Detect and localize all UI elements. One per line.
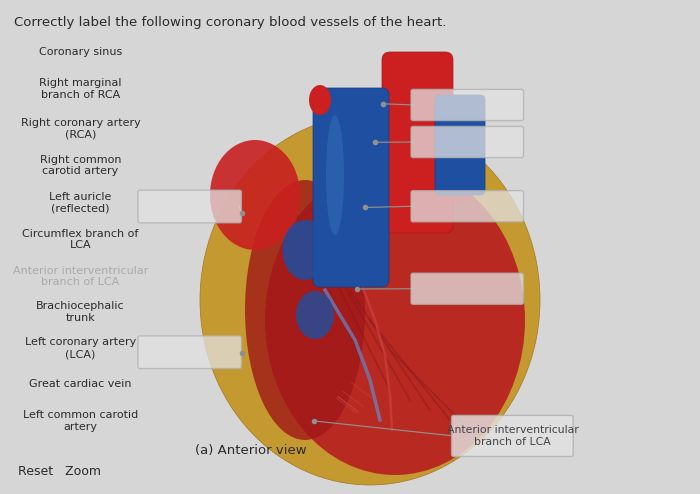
Text: Great cardiac vein: Great cardiac vein xyxy=(29,379,132,389)
Text: Right common
carotid artery: Right common carotid artery xyxy=(40,155,121,176)
Text: Left coronary artery
(LCA): Left coronary artery (LCA) xyxy=(25,337,136,359)
Ellipse shape xyxy=(326,115,344,235)
FancyBboxPatch shape xyxy=(138,336,242,369)
Text: Reset   Zoom: Reset Zoom xyxy=(18,465,101,478)
FancyBboxPatch shape xyxy=(411,191,524,222)
FancyBboxPatch shape xyxy=(411,273,524,304)
Text: Right coronary artery
(RCA): Right coronary artery (RCA) xyxy=(20,118,141,139)
Text: Correctly label the following coronary blood vessels of the heart.: Correctly label the following coronary b… xyxy=(14,16,447,29)
FancyBboxPatch shape xyxy=(138,190,242,223)
Text: Circumflex branch of
LCA: Circumflex branch of LCA xyxy=(22,229,139,250)
Text: Anterior interventricular
branch of LCA: Anterior interventricular branch of LCA xyxy=(447,425,578,447)
Ellipse shape xyxy=(283,220,328,280)
FancyBboxPatch shape xyxy=(382,52,453,233)
FancyBboxPatch shape xyxy=(313,88,389,287)
Ellipse shape xyxy=(309,85,331,115)
Text: Left auricle
(reflected): Left auricle (reflected) xyxy=(49,192,112,213)
Ellipse shape xyxy=(210,140,300,250)
Text: (a) Anterior view: (a) Anterior view xyxy=(195,444,307,457)
FancyBboxPatch shape xyxy=(411,126,524,158)
Ellipse shape xyxy=(355,115,485,215)
Text: Anterior interventricular
branch of LCA: Anterior interventricular branch of LCA xyxy=(13,266,148,288)
FancyBboxPatch shape xyxy=(411,89,524,121)
Text: Left common carotid
artery: Left common carotid artery xyxy=(23,410,138,432)
FancyBboxPatch shape xyxy=(435,95,485,195)
Ellipse shape xyxy=(245,180,365,440)
FancyBboxPatch shape xyxy=(452,415,573,456)
Text: Brachiocephalic
trunk: Brachiocephalic trunk xyxy=(36,301,125,323)
Ellipse shape xyxy=(296,291,334,339)
Ellipse shape xyxy=(200,115,540,485)
Text: Right marginal
branch of RCA: Right marginal branch of RCA xyxy=(39,78,122,100)
Ellipse shape xyxy=(265,165,525,475)
Text: Coronary sinus: Coronary sinus xyxy=(39,47,122,57)
